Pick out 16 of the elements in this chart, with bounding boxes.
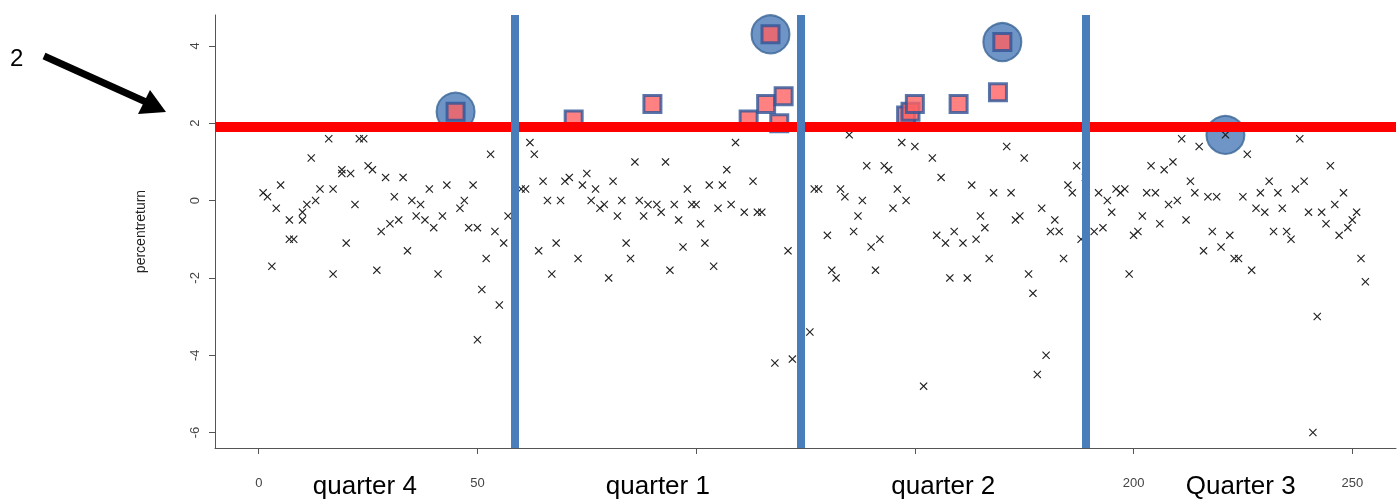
- y-axis-title: percentreturn: [132, 189, 148, 274]
- x-tick-label: 200: [1122, 475, 1145, 490]
- text: Quarter 3: [1185, 470, 1296, 500]
- y-tick-label: 4: [187, 42, 202, 50]
- y-tick-label: -4: [187, 349, 202, 361]
- text: 2: [10, 44, 24, 72]
- y-tick-label: -2: [187, 272, 202, 284]
- text: quarter 1: [605, 470, 710, 500]
- text: quarter 4: [312, 470, 417, 500]
- y-tick-label: -6: [187, 426, 202, 439]
- x-tick-label: 250: [1341, 475, 1364, 490]
- y-tick-label: 2: [187, 119, 202, 127]
- y-tick-label: 0: [187, 196, 202, 205]
- x-tick-label: 50: [470, 475, 485, 490]
- x-tick-label: 0: [255, 475, 263, 490]
- text: quarter 2: [891, 470, 996, 500]
